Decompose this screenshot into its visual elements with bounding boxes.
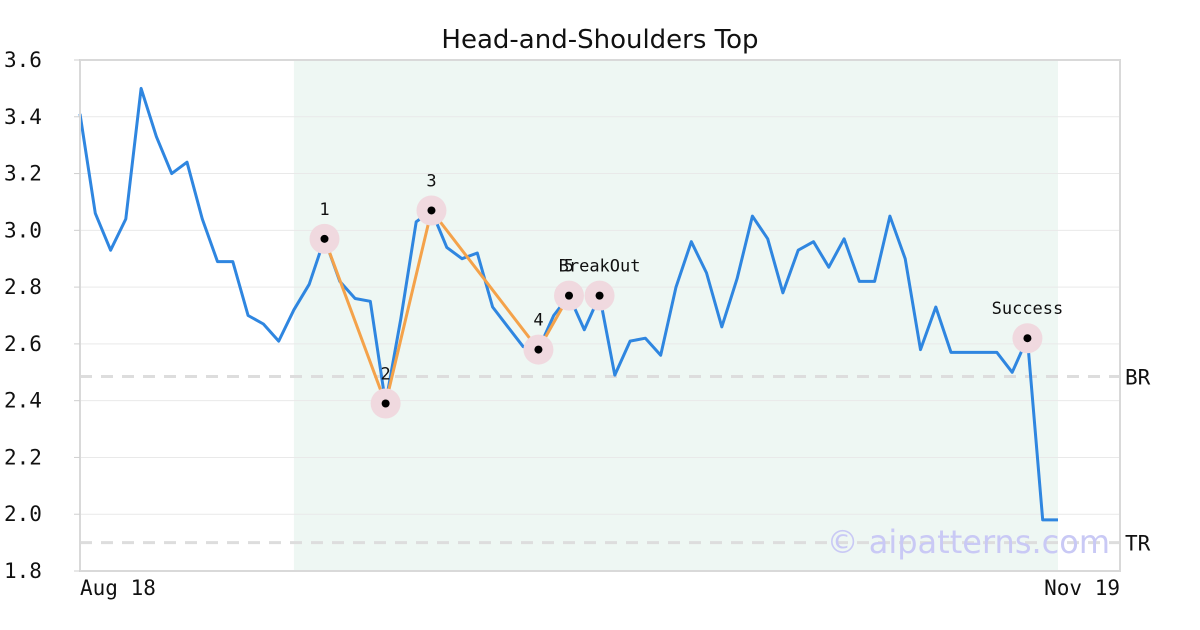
watermark: © aipatterns.com (827, 523, 1110, 561)
marker-dot (381, 399, 390, 408)
y-tick-label: 3.6 (4, 48, 42, 72)
marker-label: 3 (426, 171, 436, 191)
marker-dot (1023, 334, 1032, 343)
y-tick-label: 2.6 (4, 332, 42, 356)
marker-dot (320, 234, 329, 243)
y-tick-label: 2.0 (4, 502, 42, 526)
marker-label: 2 (381, 365, 391, 385)
y-tick-label: 3.0 (4, 218, 42, 242)
marker-dot (595, 291, 604, 300)
y-tick-label: 3.4 (4, 105, 42, 129)
plot-frame (79, 59, 1121, 572)
y-tick-label: 1.8 (4, 559, 42, 583)
y-tick-label: 3.2 (4, 162, 42, 186)
y-tick-label: 2.8 (4, 275, 42, 299)
marker-dot (427, 206, 436, 215)
pattern-highlight-band (293, 60, 1058, 571)
marker-label: BreakOut (559, 257, 641, 277)
marker-label: Success (992, 299, 1064, 319)
chart-title: Head-and-Shoulders Top (441, 25, 758, 55)
y-tick-label: 2.2 (4, 445, 42, 469)
marker-dot (534, 345, 543, 354)
marker-label: 4 (533, 311, 543, 331)
y-tick-label: 2.4 (4, 389, 42, 413)
reference-line-label: BR (1125, 366, 1151, 390)
marker-dot (565, 291, 573, 300)
x-tick-label: Aug 18 (80, 576, 156, 600)
reference-line-label: TR (1125, 532, 1151, 556)
marker-label: 5 (564, 257, 574, 277)
x-tick-label: Nov 19 (1044, 576, 1120, 600)
marker-label: 1 (319, 200, 329, 220)
